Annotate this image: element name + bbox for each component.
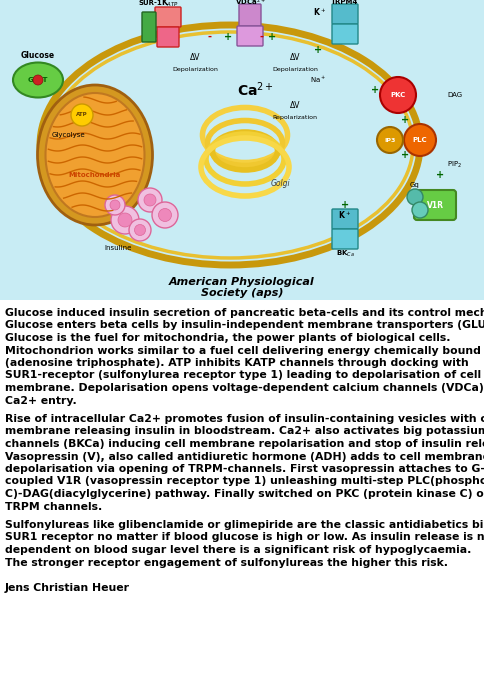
Text: K$^+$: K$^+$: [313, 6, 326, 18]
Text: PLC: PLC: [412, 137, 426, 143]
FancyBboxPatch shape: [413, 190, 455, 220]
Text: ΔV: ΔV: [289, 101, 300, 109]
Text: -: -: [208, 32, 212, 42]
Ellipse shape: [47, 32, 412, 258]
Circle shape: [376, 127, 402, 153]
Text: Glucose enters beta cells by insulin-independent membrane transporters (GLUT).: Glucose enters beta cells by insulin-ind…: [5, 321, 484, 331]
Text: +: +: [400, 115, 408, 125]
Text: Rise of intracellular Ca2+ promotes fusion of insulin-containing vesicles with c: Rise of intracellular Ca2+ promotes fusi…: [5, 414, 484, 424]
FancyBboxPatch shape: [142, 12, 156, 42]
Text: +: +: [370, 85, 378, 95]
Text: Mitochondrion works similar to a fuel cell delivering energy chemically bound in: Mitochondrion works similar to a fuel ce…: [5, 346, 484, 356]
Text: SUR1 receptor no matter if blood glucose is high or low. As insulin release is n: SUR1 receptor no matter if blood glucose…: [5, 533, 484, 543]
Text: K$_{ATP}$: K$_{ATP}$: [161, 0, 179, 9]
Text: +: +: [400, 150, 408, 160]
Text: Glucose induced insulin secretion of pancreatic beta-cells and its control mecha: Glucose induced insulin secretion of pan…: [5, 308, 484, 318]
Text: TRPM channels.: TRPM channels.: [5, 502, 102, 512]
Circle shape: [158, 209, 171, 221]
Text: Repolarization: Repolarization: [272, 115, 317, 119]
Circle shape: [33, 75, 43, 85]
Text: V1R: V1R: [425, 200, 442, 209]
FancyBboxPatch shape: [332, 229, 357, 249]
Text: coupled V1R (vasopressin receptor type 1) unleashing multi-step PLC(phospholipas: coupled V1R (vasopressin receptor type 1…: [5, 477, 484, 487]
Circle shape: [111, 206, 139, 234]
Circle shape: [134, 225, 145, 236]
Text: BK$_{Ca}$: BK$_{Ca}$: [335, 249, 354, 259]
Text: C)-DAG(diacylglycerine) pathway. Finally switched on PKC (protein kinase C) open: C)-DAG(diacylglycerine) pathway. Finally…: [5, 489, 484, 499]
Text: Golgi: Golgi: [270, 178, 289, 188]
Circle shape: [118, 213, 132, 227]
FancyBboxPatch shape: [237, 26, 262, 46]
Text: Na$^+$: Na$^+$: [309, 75, 325, 85]
Ellipse shape: [37, 85, 152, 225]
Text: VDCa$^{2+}$: VDCa$^{2+}$: [234, 0, 265, 7]
Circle shape: [411, 202, 427, 218]
Text: Glucose: Glucose: [21, 51, 55, 59]
Text: The stronger receptor engagement of sulfonylureas the higher this risk.: The stronger receptor engagement of sulf…: [5, 558, 447, 568]
Text: IP3: IP3: [383, 138, 395, 142]
Circle shape: [403, 124, 435, 156]
Text: +: +: [313, 45, 321, 55]
Text: +: +: [224, 32, 231, 42]
Text: SUR1-receptor (sulfonylurea receptor type 1) leading to depolarisation of cell: SUR1-receptor (sulfonylurea receptor typ…: [5, 371, 480, 381]
FancyBboxPatch shape: [332, 4, 357, 24]
Text: +: +: [435, 170, 443, 180]
Text: ΔV: ΔV: [289, 53, 300, 63]
Circle shape: [379, 77, 415, 113]
Text: PKC: PKC: [390, 92, 405, 98]
FancyBboxPatch shape: [0, 0, 484, 300]
Text: Insuline: Insuline: [104, 245, 132, 251]
Text: Depolarization: Depolarization: [172, 68, 217, 72]
Text: Glucose is the fuel for mitochondria, the power plants of biological cells.: Glucose is the fuel for mitochondria, th…: [5, 333, 450, 343]
FancyBboxPatch shape: [157, 27, 179, 47]
Text: Mitochondria: Mitochondria: [69, 172, 121, 178]
Text: ATP: ATP: [76, 113, 88, 117]
Ellipse shape: [40, 25, 419, 265]
Text: Glycolyse: Glycolyse: [51, 132, 85, 138]
Circle shape: [151, 202, 178, 228]
Text: Sulfonylureas like glibenclamide or glimepiride are the classic antidiabetics bi: Sulfonylureas like glibenclamide or glim…: [5, 520, 484, 530]
Circle shape: [105, 195, 125, 215]
Text: American Physiological: American Physiological: [169, 277, 314, 287]
Text: (adenosine triphosphate). ATP inhibits KATP channels through docking with: (adenosine triphosphate). ATP inhibits K…: [5, 358, 468, 368]
Text: SUR-1: SUR-1: [138, 0, 162, 6]
Text: GLUT: GLUT: [28, 77, 48, 83]
Circle shape: [110, 200, 120, 210]
Text: TRPM4: TRPM4: [331, 0, 358, 5]
FancyBboxPatch shape: [332, 24, 357, 44]
Text: Vasopressin (V), also called antidiuretic hormone (ADH) adds to cell membrane: Vasopressin (V), also called antidiureti…: [5, 452, 484, 462]
Text: DAG: DAG: [447, 92, 462, 98]
Text: Jens Christian Heuer: Jens Christian Heuer: [5, 583, 130, 593]
Text: membrane releasing insulin in bloodstream. Ca2+ also activates big potassium: membrane releasing insulin in bloodstrea…: [5, 427, 484, 437]
Circle shape: [129, 219, 151, 241]
Text: depolarisation via opening of TRPM-channels. First vasopressin attaches to G-pro: depolarisation via opening of TRPM-chann…: [5, 464, 484, 474]
Text: +: +: [267, 32, 275, 42]
Text: Society (aps): Society (aps): [200, 288, 283, 298]
Text: +: +: [340, 200, 348, 210]
Text: Depolarization: Depolarization: [272, 68, 318, 72]
Ellipse shape: [45, 93, 144, 217]
Text: channels (BKCa) inducing cell membrane repolarisation and stop of insulin releas: channels (BKCa) inducing cell membrane r…: [5, 439, 484, 449]
FancyBboxPatch shape: [155, 7, 181, 27]
Circle shape: [138, 188, 162, 212]
Ellipse shape: [13, 63, 63, 97]
Circle shape: [144, 194, 156, 206]
Text: -: -: [259, 32, 263, 42]
Text: Ca$^{2+}$: Ca$^{2+}$: [236, 81, 273, 99]
Text: Ca2+ entry.: Ca2+ entry.: [5, 396, 76, 406]
Circle shape: [71, 104, 93, 126]
Text: membrane. Depolarisation opens voltage-dependent calcium channels (VDCa) allowin: membrane. Depolarisation opens voltage-d…: [5, 383, 484, 393]
Text: ΔV: ΔV: [189, 53, 200, 63]
Text: dependent on blood sugar level there is a significant risk of hypoglycaemia.: dependent on blood sugar level there is …: [5, 545, 470, 555]
Text: Gq: Gq: [409, 182, 419, 188]
FancyBboxPatch shape: [239, 4, 260, 26]
Text: K$^+$: K$^+$: [338, 209, 351, 221]
Circle shape: [406, 189, 422, 205]
FancyBboxPatch shape: [332, 209, 357, 229]
Text: PIP$_2$: PIP$_2$: [446, 160, 462, 170]
